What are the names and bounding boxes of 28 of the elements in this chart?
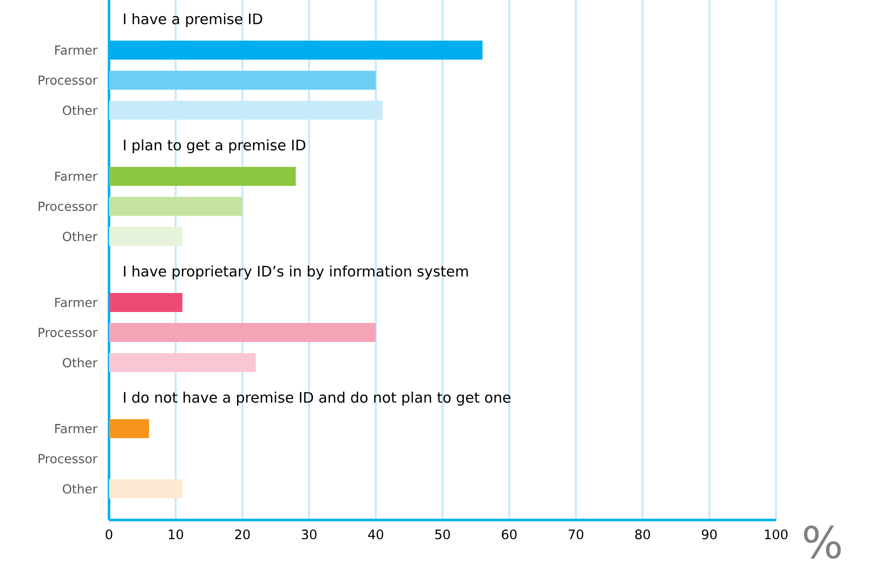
y-tick-label: Other xyxy=(62,105,98,116)
x-tick-label: 60 xyxy=(502,530,517,540)
y-tick-label: Farmer xyxy=(55,424,98,434)
x-tick-label: 90 xyxy=(702,530,717,540)
x-axis-title: % xyxy=(804,526,841,559)
y-tick-label: Other xyxy=(62,358,98,368)
x-tick-label: 10 xyxy=(168,530,184,540)
x-tick-label: 30 xyxy=(302,530,316,540)
x-tick-label: 0 xyxy=(106,530,112,540)
y-tick-label: Processor xyxy=(38,328,98,338)
annotation: I do not have a premise ID and do not plan to get one xyxy=(124,392,510,406)
x-tick-label: 80 xyxy=(635,530,650,540)
y-tick-label: Farmer xyxy=(55,172,98,181)
y-tick-label: Processor xyxy=(38,454,98,464)
y-tick-label: Other xyxy=(62,484,98,494)
x-tick-label: 70 xyxy=(568,530,584,540)
y-tick-label: Farmer xyxy=(55,298,98,308)
annotation: I have a premise ID xyxy=(124,13,262,28)
y-tick-label: Processor xyxy=(38,202,98,211)
annotation: I have proprietary ID’s in by information system xyxy=(124,265,468,280)
x-tick-label: 50 xyxy=(435,530,450,540)
y-tick-label: Other xyxy=(62,232,98,242)
y-tick-label: Processor xyxy=(38,76,98,85)
y-tick-label: Farmer xyxy=(55,46,98,55)
x-tick-label: 100 xyxy=(765,530,788,540)
annotation: I plan to get a premise ID xyxy=(124,139,306,154)
x-tick-label: 40 xyxy=(368,530,384,540)
x-tick-label: 20 xyxy=(235,530,250,540)
